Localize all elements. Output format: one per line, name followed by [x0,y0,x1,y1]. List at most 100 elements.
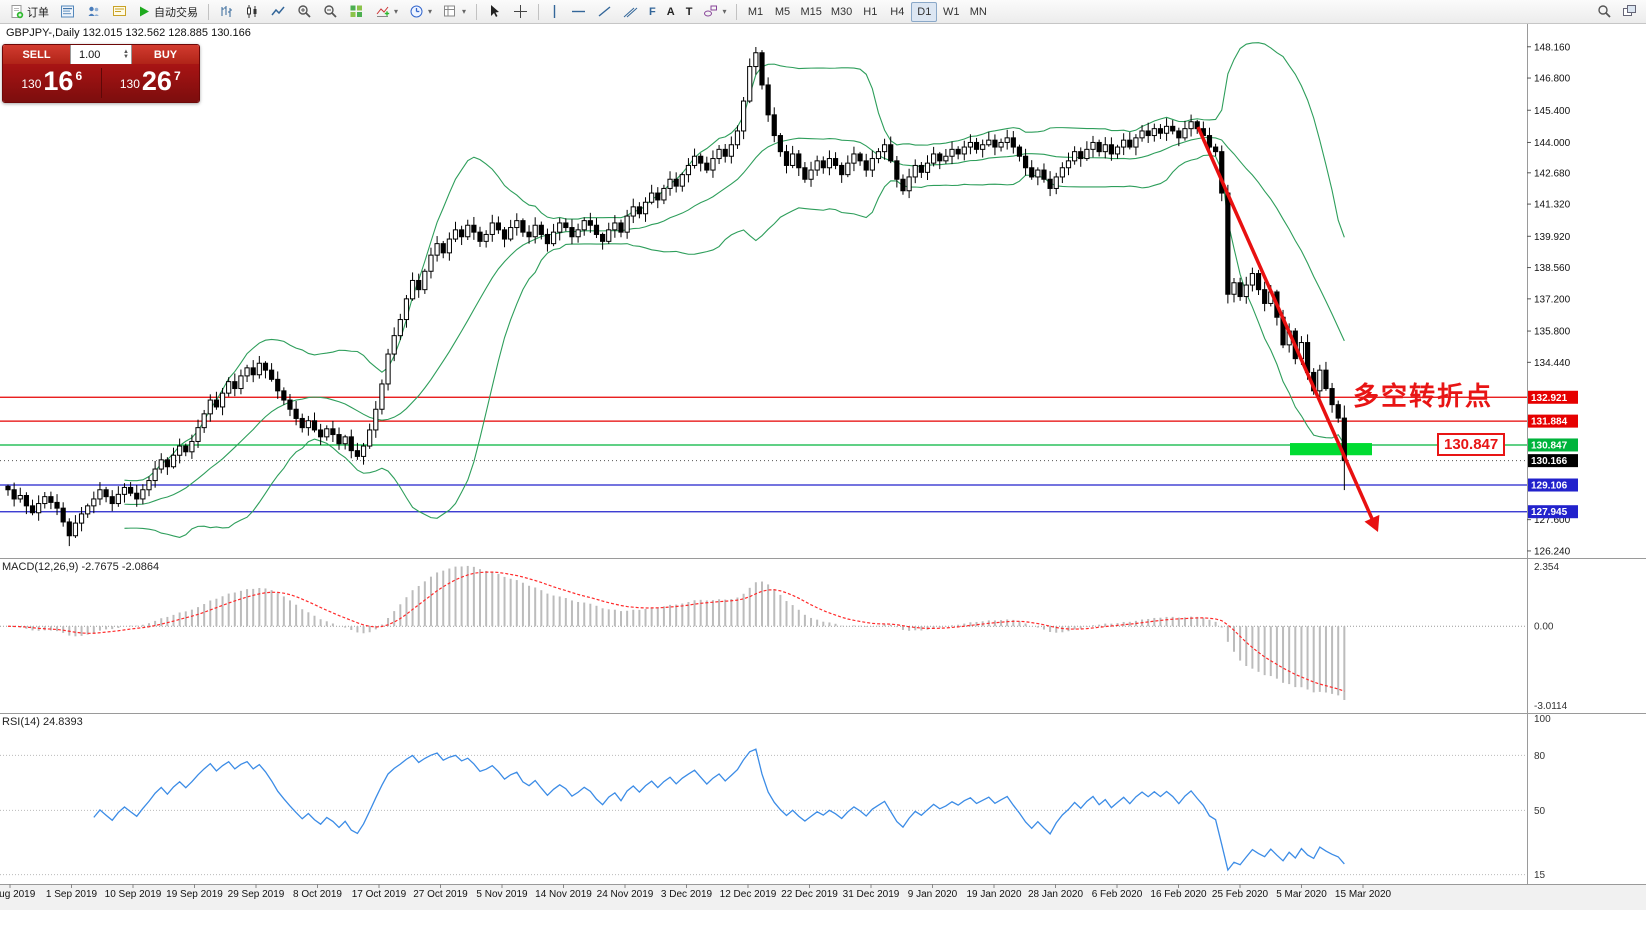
price-tick: 127.600 [1534,515,1571,526]
channel-button[interactable] [618,2,643,22]
macd-axis-min: -3.0114 [1534,701,1568,712]
volume-down-icon[interactable]: ▼ [123,53,129,60]
timeframe-h4-button[interactable]: H4 [890,5,905,18]
timeframe-mn-button[interactable]: MN [969,5,987,18]
date-label: 5 Nov 2019 [476,889,528,900]
indicators-button[interactable]: ▾ [370,2,403,22]
data-window-icon [112,4,127,19]
buy-price-prefix: 130 [119,76,140,91]
search-icon [1597,4,1612,19]
templates-icon [443,4,458,19]
date-label: 5 Mar 2020 [1276,889,1327,900]
bar-chart-button[interactable] [214,2,239,22]
date-label: 25 Feb 2020 [1212,889,1269,900]
sell-button[interactable]: SELL [3,45,70,64]
toolbar-separator [538,3,540,20]
level-price-badge-text: 129.106 [1531,481,1568,492]
new-order-button[interactable]: 订单 [4,2,54,22]
current-price-badge-text: 130.166 [1531,456,1568,467]
level-price-badge-text: 127.945 [1531,507,1568,518]
volume-up-icon[interactable]: ▲ [123,48,129,55]
channel-icon [623,4,638,19]
downtrend-arrowhead [1364,514,1380,532]
buy-button[interactable]: BUY [132,45,199,64]
market-watch-icon [60,4,75,19]
crosshair-button[interactable] [508,2,533,22]
toolbar-separator [736,3,738,20]
price-tick: 146.800 [1534,74,1571,85]
timeframe-d1-button[interactable]: D1 [911,1,938,22]
date-label: 1 Sep 2019 [46,889,98,900]
date-label: 19 Jan 2020 [966,889,1021,900]
volume-spinner[interactable]: ▲ ▼ [123,48,129,60]
timeframe-m30-button[interactable]: M30 [830,5,853,18]
date-label: 27 Oct 2019 [413,889,468,900]
date-label: 1 Aug 2019 [0,889,36,900]
trendline-button[interactable] [592,2,617,22]
date-label: 15 Mar 2020 [1335,889,1392,900]
candlestick-button[interactable] [240,2,265,22]
autotrading-play-icon [138,5,151,18]
line-chart-icon [271,4,286,19]
buy-price-sup: 7 [173,68,181,83]
text-label-button[interactable]: T [681,2,698,22]
periods-button[interactable]: ▾ [404,2,437,22]
price-tick: 137.200 [1534,294,1571,305]
new-order-icon [9,4,24,19]
templates-button[interactable]: ▾ [438,2,471,22]
level-price-badge-text: 132.921 [1531,393,1568,404]
line-chart-button[interactable] [266,2,291,22]
volume-input[interactable]: 1.00 ▲ ▼ [70,45,132,64]
main-toolbar: 订单 自动交易 ▾ ▾ ▾ F A T ▾ M1 M5 M15 M30 H1 H… [0,0,1646,24]
text-label-icon: T [685,5,693,18]
autotrading-button[interactable]: 自动交易 [133,2,203,22]
text-button[interactable]: A [662,2,680,22]
main-chart[interactable] [0,42,1527,547]
data-window-button[interactable] [107,2,132,22]
horizontal-line-icon [571,4,586,19]
profiles-button[interactable] [81,2,106,22]
date-label: 10 Sep 2019 [105,889,162,900]
timeframe-h1-button[interactable]: H1 [863,5,878,18]
sell-price[interactable]: 130 16 6 [3,67,101,98]
macd-indicator-label: MACD(12,26,9) -2.7675 -2.0864 [2,561,160,573]
support-zone-rect [1290,443,1372,456]
zoom-in-button[interactable] [292,2,317,22]
timeframe-w1-button[interactable]: W1 [943,5,960,18]
one-click-trading-panel: SELL 1.00 ▲ ▼ BUY 130 16 6 130 26 7 [2,44,200,103]
macd-axis-max: 2.354 [1534,562,1559,573]
timeframe-m15-button[interactable]: M15 [800,5,822,18]
profiles-icon [86,4,101,19]
date-label: 16 Feb 2020 [1150,889,1207,900]
macd-pane[interactable] [0,565,1527,701]
bull-bear-turning-point-annotation[interactable]: 多空转折点 [1353,381,1494,411]
shapes-caret-icon: ▾ [722,7,727,16]
sell-price-sup: 6 [75,68,83,83]
date-label: 19 Sep 2019 [166,889,223,900]
buy-price[interactable]: 130 26 7 [102,67,200,98]
date-label: 24 Nov 2019 [597,889,654,900]
price-level-tag[interactable]: 130.847 [1437,433,1506,456]
date-label: 12 Dec 2019 [720,889,777,900]
price-tick: 142.680 [1534,168,1571,179]
tile-windows-button[interactable] [344,2,369,22]
shapes-button[interactable]: ▾ [698,2,731,22]
cursor-button[interactable] [482,2,507,22]
horizontal-line-button[interactable] [566,2,591,22]
rsi-pane[interactable] [0,748,1527,876]
windows-button[interactable] [1617,2,1642,22]
level-price-badge [1528,478,1578,492]
search-button[interactable] [1592,2,1617,22]
sell-price-prefix: 130 [21,76,42,91]
periods-clock-icon [409,4,424,19]
level-price-badge-text: 131.884 [1531,417,1568,428]
market-watch-button[interactable] [55,2,80,22]
timeframe-m5-button[interactable]: M5 [774,5,791,18]
vertical-line-button[interactable] [544,2,565,22]
timeframe-m1-button[interactable]: M1 [747,5,764,18]
fibonacci-button[interactable]: F [644,2,661,22]
current-price-badge [1528,454,1578,468]
zoom-out-button[interactable] [318,2,343,22]
date-label: 31 Dec 2019 [843,889,900,900]
